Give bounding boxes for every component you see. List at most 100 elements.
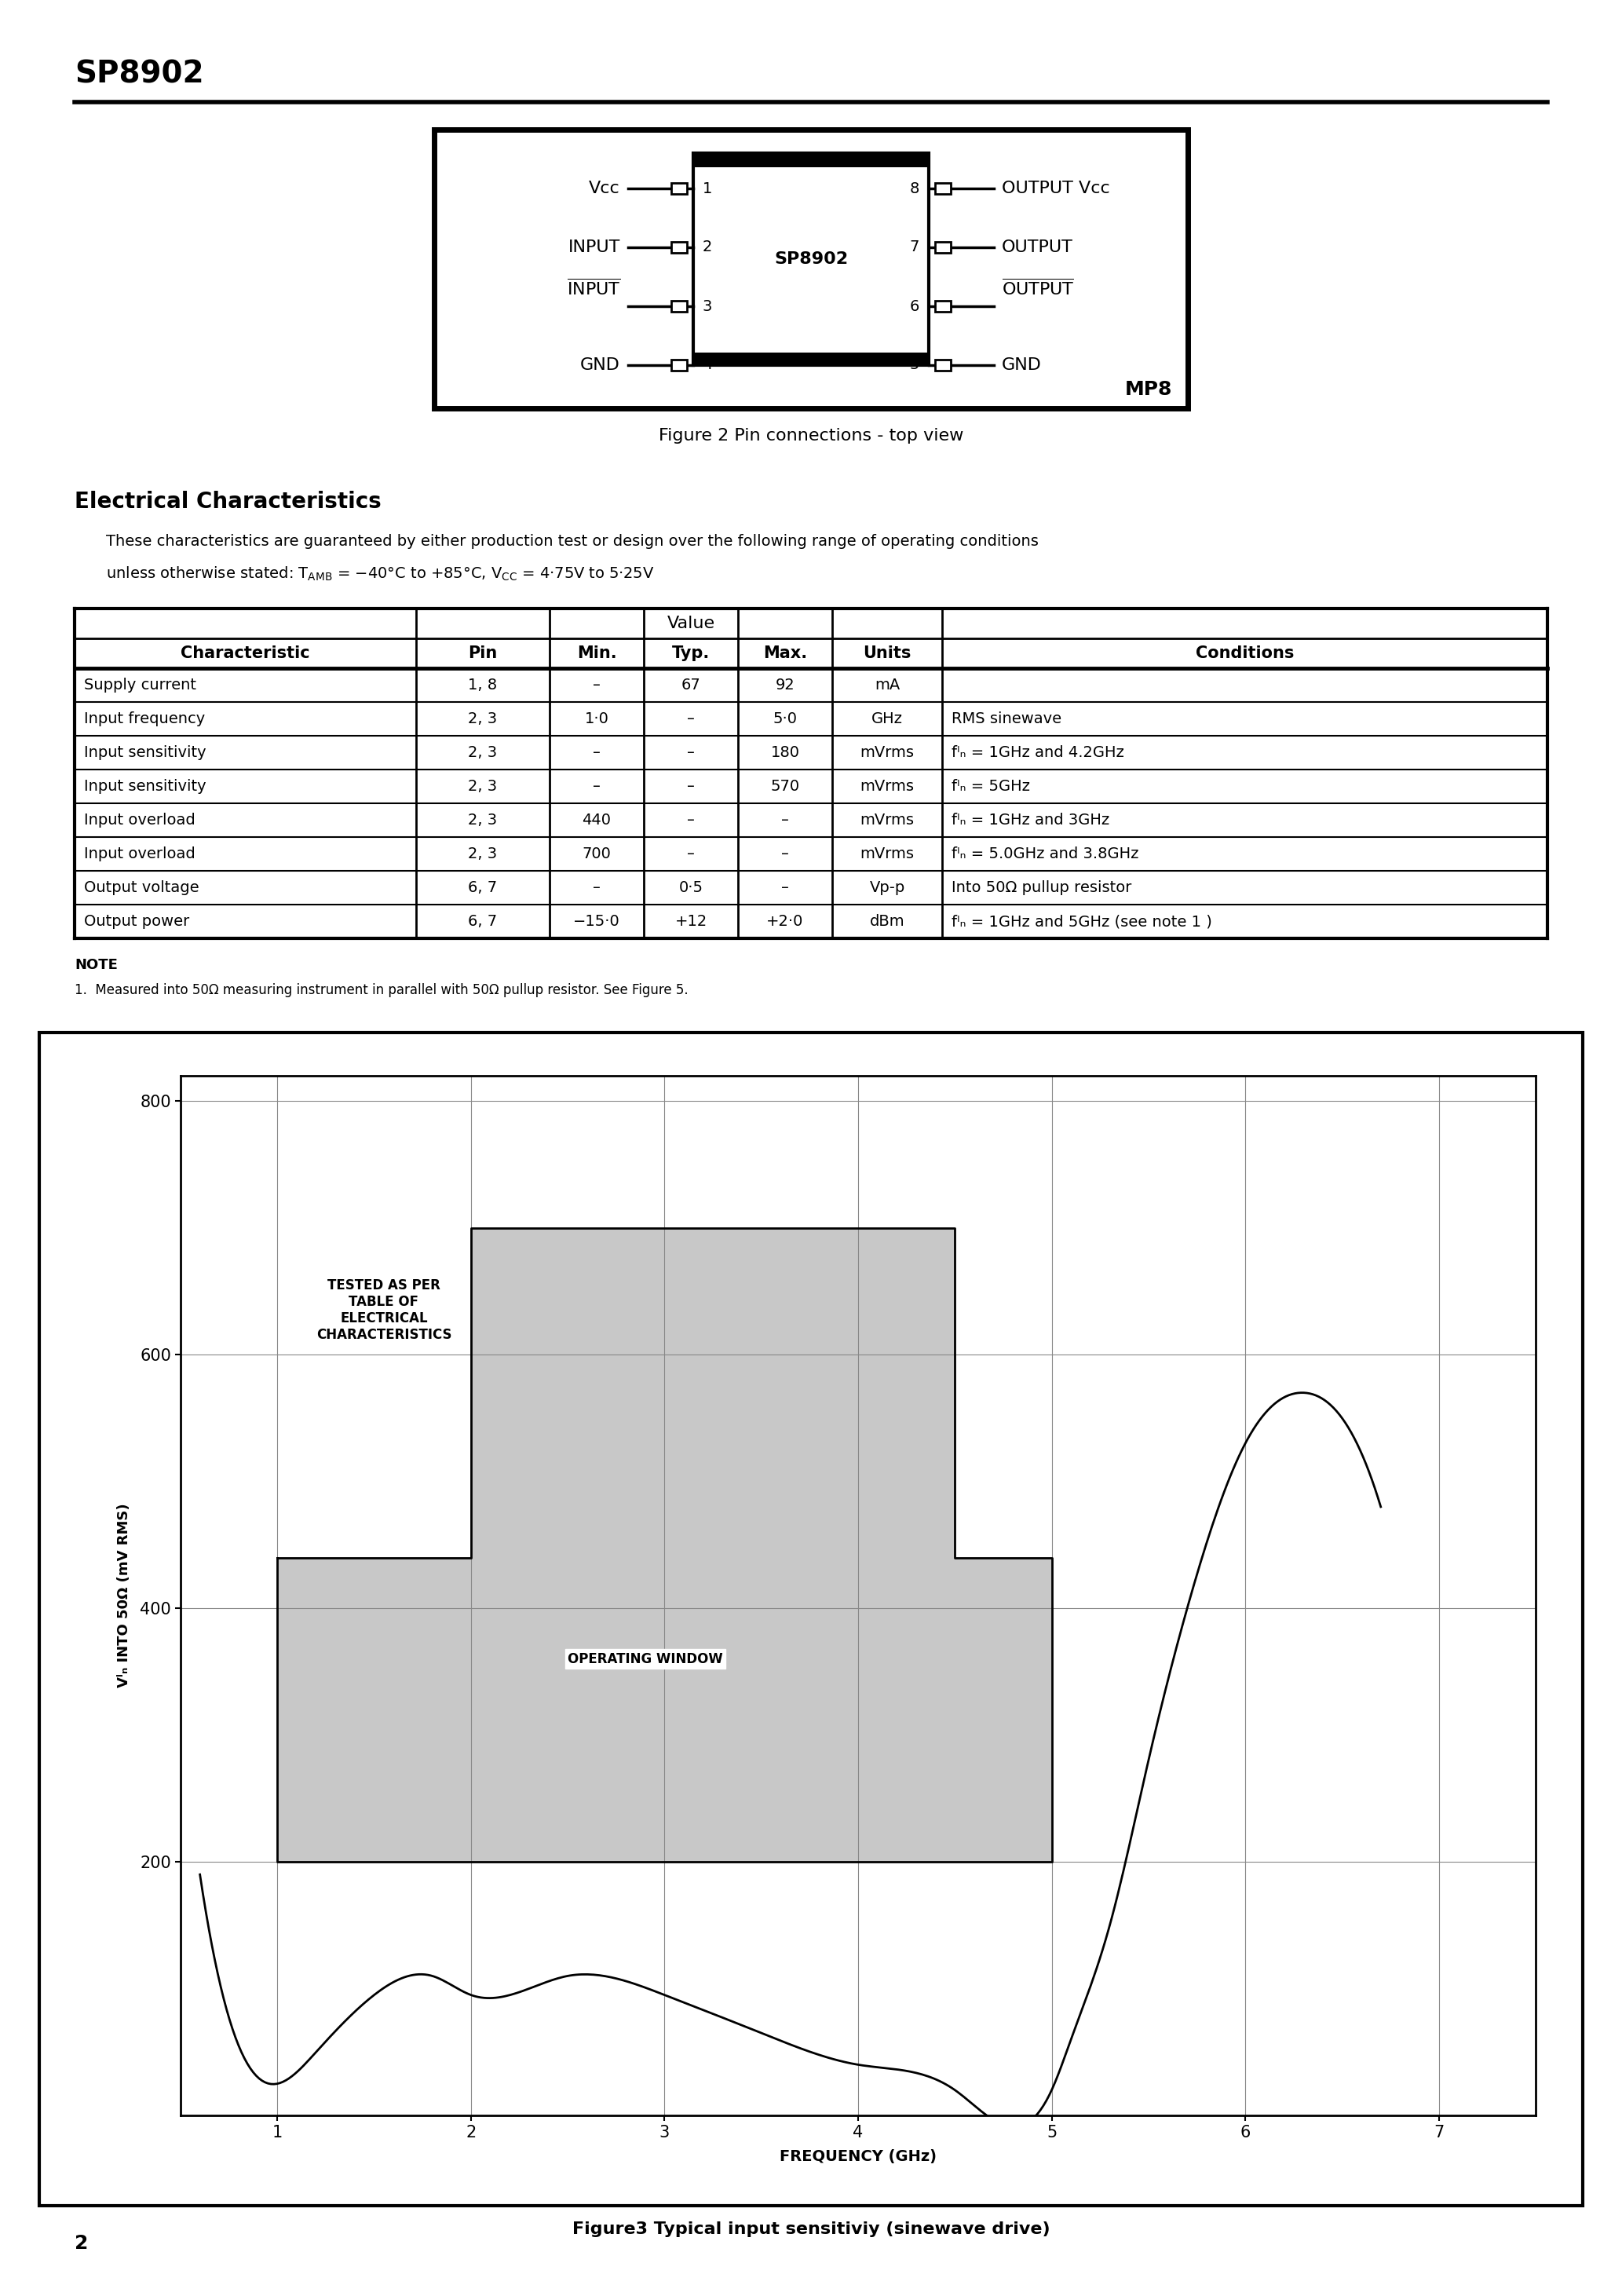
Text: –: – (592, 778, 600, 794)
Text: GND: GND (581, 358, 620, 372)
Bar (672, 301, 688, 312)
Text: –: – (688, 778, 694, 794)
Text: 5·0: 5·0 (774, 712, 798, 726)
Text: 4: 4 (702, 358, 712, 372)
Text: –: – (688, 813, 694, 827)
Bar (934, 301, 950, 312)
Text: –: – (688, 847, 694, 861)
Text: 2, 3: 2, 3 (469, 813, 498, 827)
Text: MP8: MP8 (1124, 381, 1173, 400)
Text: mVrms: mVrms (860, 778, 915, 794)
Text: 570: 570 (770, 778, 800, 794)
Text: +2·0: +2·0 (767, 914, 803, 930)
Text: NOTE: NOTE (75, 957, 118, 971)
Text: Max.: Max. (762, 645, 808, 661)
Text: Conditions: Conditions (1195, 645, 1294, 661)
Text: SP8902: SP8902 (75, 60, 204, 90)
Text: 700: 700 (582, 847, 611, 861)
Text: Min.: Min. (577, 645, 616, 661)
Text: –: – (592, 746, 600, 760)
Text: 8: 8 (910, 181, 920, 195)
Text: 67: 67 (681, 677, 701, 693)
Text: fᴵₙ = 5.0GHz and 3.8GHz: fᴵₙ = 5.0GHz and 3.8GHz (952, 847, 1139, 861)
Text: mA: mA (874, 677, 900, 693)
Text: 6: 6 (910, 298, 920, 315)
Text: Output power: Output power (84, 914, 190, 930)
Text: 2: 2 (702, 239, 712, 255)
Text: 2, 3: 2, 3 (469, 847, 498, 861)
Text: –: – (782, 879, 788, 895)
Bar (693, 354, 929, 365)
Text: Value: Value (667, 615, 715, 631)
Text: $\overline{\mathsf{OUTPUT}}$: $\overline{\mathsf{OUTPUT}}$ (1002, 278, 1074, 298)
Text: mVrms: mVrms (860, 813, 915, 827)
Text: 5: 5 (910, 358, 920, 372)
Bar (934, 184, 950, 193)
Text: 1·0: 1·0 (584, 712, 608, 726)
Text: OUTPUT Vcc: OUTPUT Vcc (1002, 181, 1109, 195)
Text: These characteristics are guaranteed by either production test or design over th: These characteristics are guaranteed by … (105, 535, 1038, 549)
Text: Figure 2 Pin connections - top view: Figure 2 Pin connections - top view (659, 427, 963, 443)
Bar (435, 129, 1187, 409)
Text: unless otherwise stated: T$_{\mathsf{AMB}}$ = $-$40°C to +85°C, V$_{\mathsf{CC}}: unless otherwise stated: T$_{\mathsf{AMB… (105, 565, 654, 583)
Text: Supply current: Supply current (84, 677, 196, 693)
Text: –: – (782, 813, 788, 827)
Text: 2, 3: 2, 3 (469, 746, 498, 760)
Text: –: – (688, 712, 694, 726)
Bar (693, 154, 929, 168)
Text: 2, 3: 2, 3 (469, 778, 498, 794)
Text: Input overload: Input overload (84, 813, 195, 827)
Text: 180: 180 (770, 746, 800, 760)
Text: 6, 7: 6, 7 (469, 914, 498, 930)
Text: SP8902: SP8902 (774, 250, 848, 266)
Text: mVrms: mVrms (860, 746, 915, 760)
Text: Electrical Characteristics: Electrical Characteristics (75, 491, 381, 512)
Text: Vcc: Vcc (589, 181, 620, 195)
Text: 92: 92 (775, 677, 795, 693)
Text: 440: 440 (582, 813, 611, 827)
Text: –: – (592, 879, 600, 895)
Text: –: – (592, 677, 600, 693)
Bar (672, 360, 688, 370)
Text: Input sensitivity: Input sensitivity (84, 778, 206, 794)
Text: fᴵₙ = 1GHz and 5GHz (see note 1 ): fᴵₙ = 1GHz and 5GHz (see note 1 ) (952, 914, 1212, 930)
Y-axis label: Vᴵₙ INTO 50Ω (mV RMS): Vᴵₙ INTO 50Ω (mV RMS) (117, 1504, 131, 1688)
Text: +12: +12 (675, 914, 707, 930)
Text: Characteristic: Characteristic (180, 645, 310, 661)
Bar (39, 1033, 1583, 2206)
Text: 0·5: 0·5 (678, 879, 702, 895)
Text: Figure3 Typical input sensitiviy (sinewave drive): Figure3 Typical input sensitiviy (sinewa… (573, 2223, 1049, 2236)
Bar (934, 241, 950, 253)
Text: –: – (782, 847, 788, 861)
Bar (693, 154, 929, 365)
Text: INPUT: INPUT (568, 239, 620, 255)
Bar (672, 241, 688, 253)
Text: 2: 2 (75, 2234, 88, 2252)
Text: OUTPUT: OUTPUT (1002, 239, 1074, 255)
Text: $\overline{\mathsf{INPUT}}$: $\overline{\mathsf{INPUT}}$ (566, 278, 620, 298)
Text: −15·0: −15·0 (573, 914, 620, 930)
Text: Input frequency: Input frequency (84, 712, 204, 726)
Text: Pin: Pin (469, 645, 498, 661)
Polygon shape (277, 1228, 1051, 1862)
Text: Output voltage: Output voltage (84, 879, 200, 895)
X-axis label: FREQUENCY (GHz): FREQUENCY (GHz) (780, 2149, 936, 2165)
Bar (672, 184, 688, 193)
Text: 6, 7: 6, 7 (469, 879, 498, 895)
Text: Input overload: Input overload (84, 847, 195, 861)
Bar (934, 360, 950, 370)
Text: Units: Units (863, 645, 912, 661)
Text: Typ.: Typ. (672, 645, 710, 661)
Text: Into 50Ω pullup resistor: Into 50Ω pullup resistor (952, 879, 1132, 895)
Text: GND: GND (1002, 358, 1041, 372)
Text: Vp-p: Vp-p (869, 879, 905, 895)
Text: 1, 8: 1, 8 (469, 677, 498, 693)
Text: 1.  Measured into 50Ω measuring instrument in parallel with 50Ω pullup resistor.: 1. Measured into 50Ω measuring instrumen… (75, 983, 688, 996)
Text: GHz: GHz (871, 712, 903, 726)
Text: OPERATING WINDOW: OPERATING WINDOW (568, 1651, 723, 1667)
Text: –: – (688, 746, 694, 760)
Text: mVrms: mVrms (860, 847, 915, 861)
Text: TESTED AS PER
TABLE OF
ELECTRICAL
CHARACTERISTICS: TESTED AS PER TABLE OF ELECTRICAL CHARAC… (316, 1279, 451, 1341)
Text: 2, 3: 2, 3 (469, 712, 498, 726)
Text: dBm: dBm (869, 914, 905, 930)
